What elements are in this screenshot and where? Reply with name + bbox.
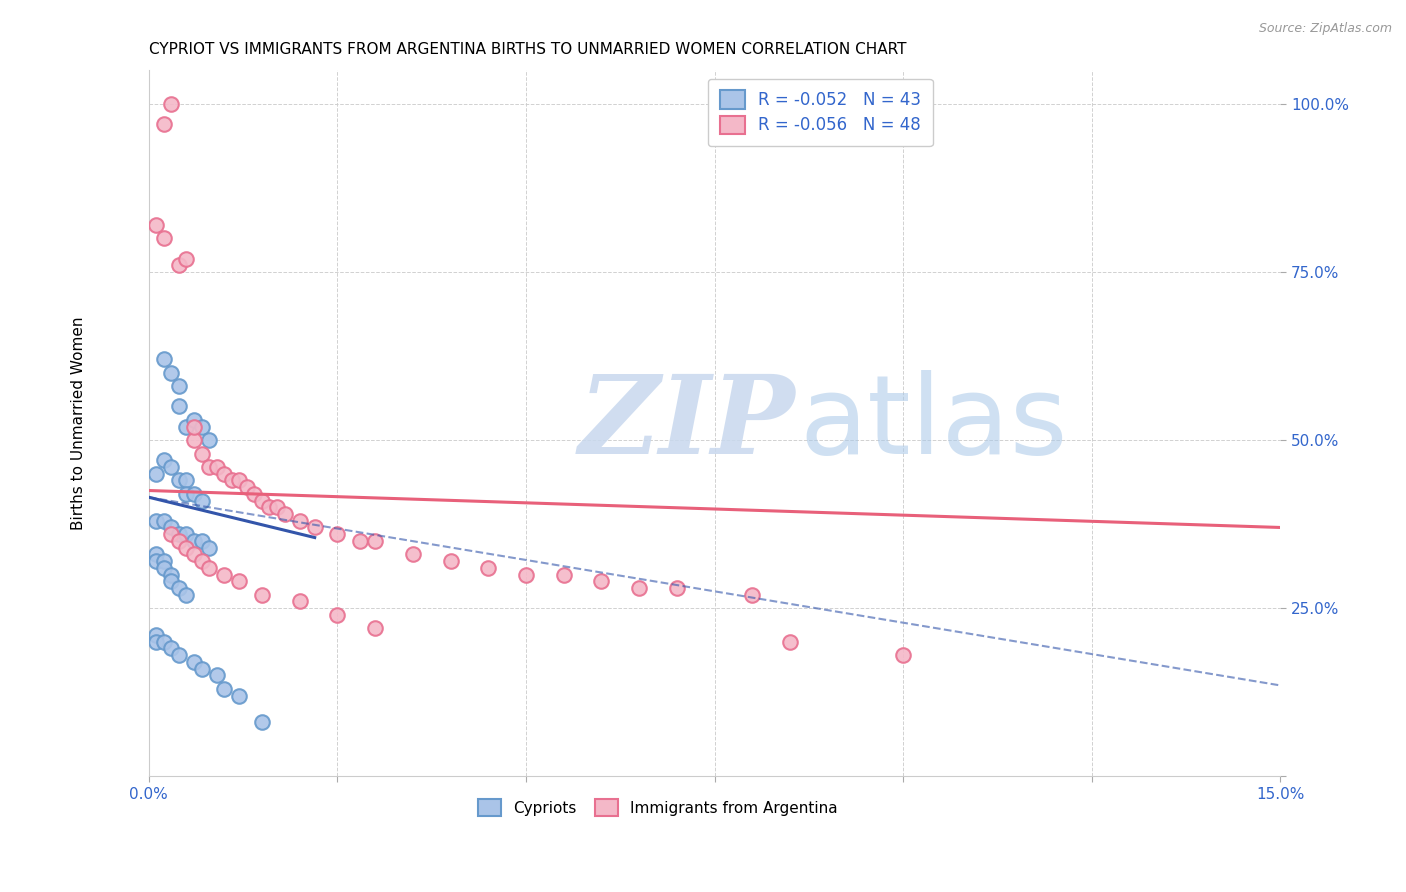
Point: [145, 628, 167, 642]
Text: Source: ZipAtlas.com: Source: ZipAtlas.com: [1258, 22, 1392, 36]
Point: [273, 507, 295, 521]
Point: [145, 467, 167, 481]
Point: [183, 413, 205, 427]
Text: CYPRIOT VS IMMIGRANTS FROM ARGENTINA BIRTHS TO UNMARRIED WOMEN CORRELATION CHART: CYPRIOT VS IMMIGRANTS FROM ARGENTINA BIR…: [149, 42, 907, 57]
Point: [153, 231, 176, 245]
Point: [250, 715, 273, 730]
Point: [145, 547, 167, 561]
Point: [153, 117, 176, 131]
Point: [212, 567, 235, 582]
Point: [266, 500, 288, 515]
Point: [167, 527, 190, 541]
Point: [176, 252, 198, 266]
Point: [190, 662, 212, 676]
Point: [349, 533, 371, 548]
Point: [153, 453, 176, 467]
Point: [288, 594, 311, 608]
Point: [167, 533, 190, 548]
Point: [176, 588, 198, 602]
Point: [145, 218, 167, 232]
Point: [250, 588, 273, 602]
Point: [198, 433, 221, 447]
Point: [183, 487, 205, 501]
Point: [364, 533, 387, 548]
Point: [741, 588, 763, 602]
Point: [402, 547, 425, 561]
Point: [304, 520, 326, 534]
Point: [167, 648, 190, 663]
Legend: Cypriots, Immigrants from Argentina: Cypriots, Immigrants from Argentina: [470, 790, 846, 825]
Point: [198, 561, 221, 575]
Point: [190, 446, 212, 460]
Point: [891, 648, 914, 663]
Point: [176, 474, 198, 488]
Point: [250, 493, 273, 508]
Point: [228, 474, 250, 488]
Point: [145, 634, 167, 648]
Point: [779, 634, 801, 648]
Point: [228, 574, 250, 589]
Point: [153, 352, 176, 367]
Point: [183, 655, 205, 669]
Point: [153, 514, 176, 528]
Point: [364, 621, 387, 635]
Point: [205, 668, 228, 682]
Point: [553, 567, 575, 582]
Point: [221, 474, 243, 488]
Text: ZIP: ZIP: [579, 369, 796, 477]
Point: [326, 527, 349, 541]
Point: [176, 419, 198, 434]
Point: [628, 581, 651, 595]
Point: [212, 467, 235, 481]
Point: [160, 567, 183, 582]
Point: [160, 460, 183, 475]
Point: [190, 554, 212, 568]
Point: [145, 514, 167, 528]
Point: [288, 514, 311, 528]
Point: [183, 419, 205, 434]
Point: [167, 258, 190, 272]
Point: [160, 520, 183, 534]
Point: [167, 581, 190, 595]
Point: [477, 561, 499, 575]
Point: [176, 487, 198, 501]
Point: [160, 574, 183, 589]
Point: [198, 541, 221, 555]
Point: [176, 541, 198, 555]
Point: [145, 554, 167, 568]
Point: [183, 533, 205, 548]
Point: [160, 527, 183, 541]
Y-axis label: Births to Unmarried Women: Births to Unmarried Women: [72, 317, 86, 530]
Point: [167, 474, 190, 488]
Point: [243, 487, 266, 501]
Point: [190, 533, 212, 548]
Point: [160, 641, 183, 656]
Point: [326, 607, 349, 622]
Point: [198, 460, 221, 475]
Point: [153, 554, 176, 568]
Point: [190, 419, 212, 434]
Point: [591, 574, 613, 589]
Point: [236, 480, 259, 494]
Point: [228, 689, 250, 703]
Text: atlas: atlas: [800, 370, 1069, 477]
Point: [190, 493, 212, 508]
Point: [160, 97, 183, 112]
Point: [439, 554, 461, 568]
Point: [183, 433, 205, 447]
Point: [160, 366, 183, 380]
Point: [183, 547, 205, 561]
Point: [153, 561, 176, 575]
Point: [665, 581, 688, 595]
Point: [515, 567, 537, 582]
Point: [259, 500, 281, 515]
Point: [167, 379, 190, 393]
Point: [176, 527, 198, 541]
Point: [153, 634, 176, 648]
Point: [205, 460, 228, 475]
Point: [212, 681, 235, 696]
Point: [167, 400, 190, 414]
